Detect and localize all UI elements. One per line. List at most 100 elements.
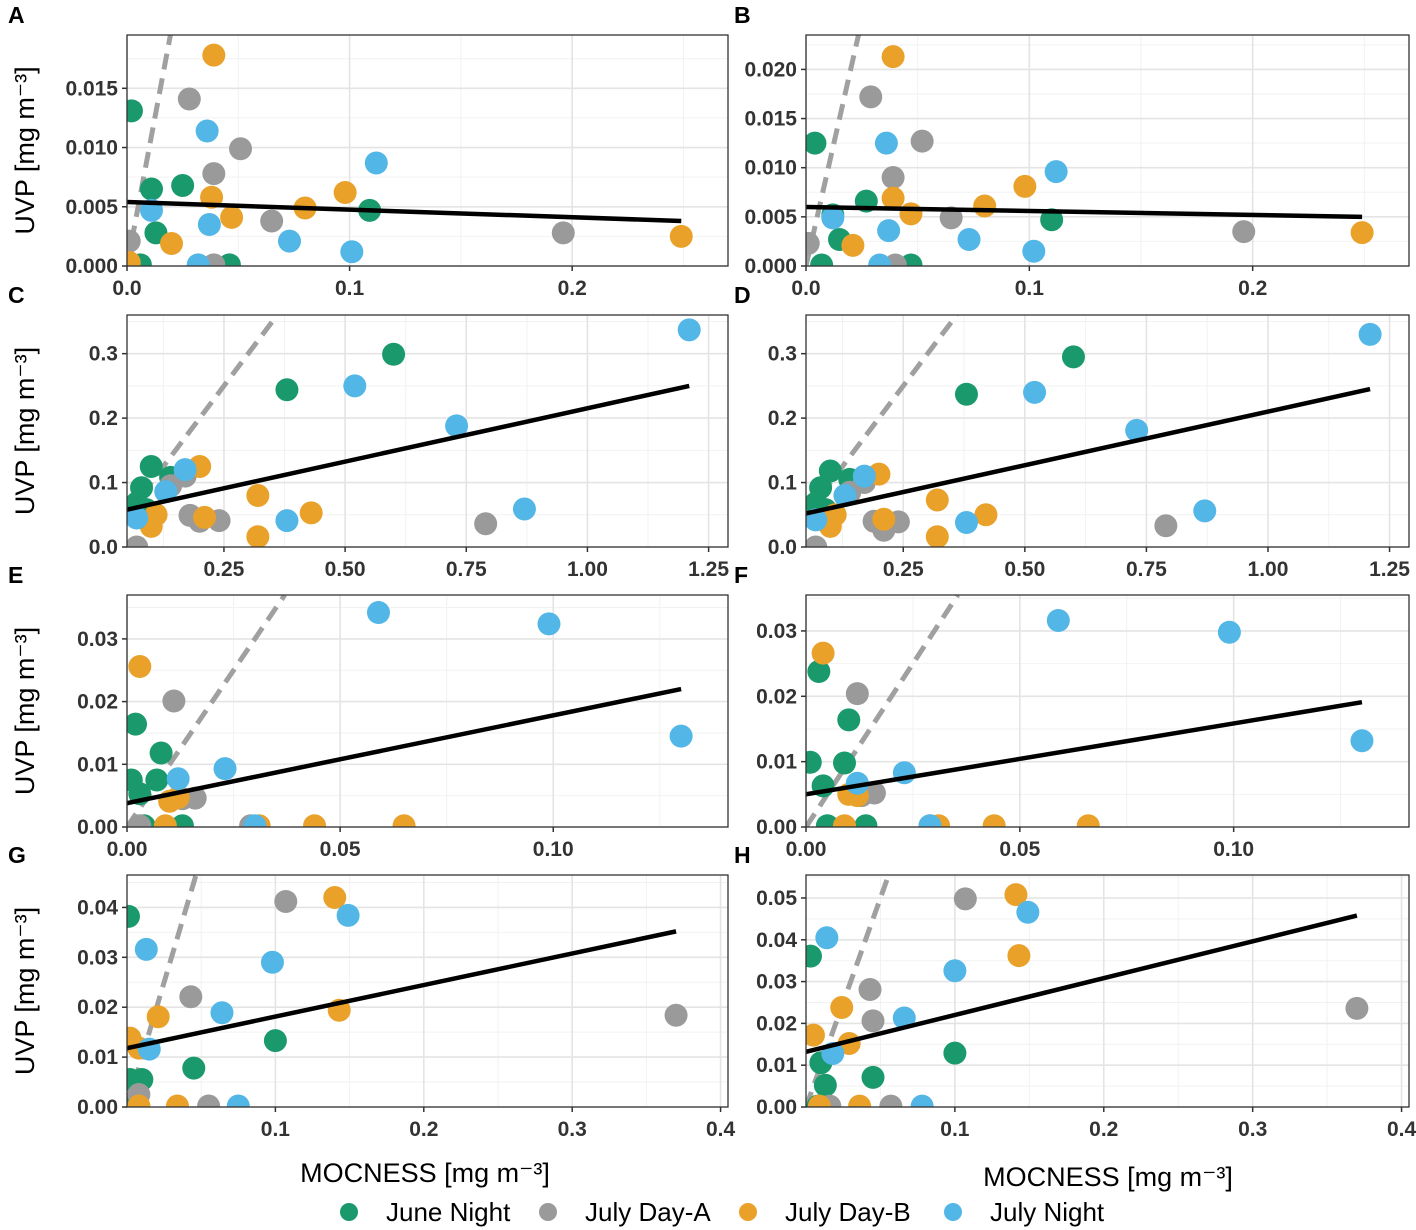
panel-letter-e: E [8,562,23,588]
point-july-day-a [858,978,882,1002]
x-tick-label-d: 0.50 [1004,558,1045,581]
series-july-night-a [139,119,388,266]
plot-border-b [805,34,1410,267]
point-july-night [821,206,845,230]
x-tick-label-d: 0.75 [1126,558,1167,581]
point-july-day-b [830,996,854,1020]
point-july-night [275,509,299,533]
point-july-night [1217,620,1241,644]
one-to-one-line-a [127,35,173,266]
legend-marker-june-night [340,1203,358,1221]
y-tick-label-d: 0.1 [768,472,798,495]
one-to-one-line-f [806,595,960,827]
x-tick-label-e: 0.00 [107,838,148,861]
point-june-night [275,378,299,402]
plot-border-h [805,874,1410,1108]
data-layer-f [806,595,1374,827]
point-june-night [815,814,839,827]
point-july-day-b [323,885,347,909]
x-tick-label-d: 1.00 [1248,558,1289,581]
panel-letter-g: G [8,842,26,868]
panel-letter-h: H [734,842,751,868]
x-tick-label-h: 0.1 [940,1118,970,1141]
y-tick-label-e: 0.00 [77,816,118,839]
one-to-one-line-b [806,35,861,266]
point-june-night [813,1073,837,1097]
data-layer-g [127,875,688,1107]
y-tick-label-c: 0.3 [89,343,118,366]
series-july-day-a-h [818,887,1369,1107]
fit-line-d [806,386,1371,516]
x-tick-label-f: 0.00 [786,838,827,861]
point-july-day-b [127,250,141,266]
y-tick-label-b: 0.005 [744,206,797,229]
one-to-one-line-h [806,875,891,1107]
point-july-night [260,950,284,974]
point-july-day-b [1013,174,1037,198]
series-july-day-b-f [811,641,1100,827]
legend-marker-july-night [944,1203,962,1221]
minor-grid-a [127,35,728,266]
y-tick-label-g: 0.00 [77,1096,118,1119]
point-july-night [918,814,942,827]
x-tick-label-h: 0.3 [1238,1118,1267,1141]
fit-line-b [806,204,1363,220]
point-july-day-b [1350,221,1374,245]
series-july-day-a-b [806,85,1256,266]
y-axis-title-g: UVP [mg m⁻³] [10,907,40,1075]
point-july-night [954,511,978,535]
point-july-day-b [982,814,1006,827]
panel-letter-f: F [734,562,748,588]
plot-background-b [806,35,1409,266]
y-tick-label-c: 0.1 [89,472,119,495]
point-july-day-a [202,162,226,186]
plot-border-e [126,594,729,828]
point-june-night [832,751,856,775]
plot-background-h [806,875,1409,1107]
data-layer-c [127,315,701,547]
x-tick-label-c: 0.50 [325,558,366,581]
y-tick-label-h: 0.05 [756,887,797,910]
fit-line-c [127,383,690,512]
point-july-day-a [1232,220,1256,244]
fit-line-f [806,699,1363,797]
plot-background-e [127,595,728,827]
panel-d: 0.25 0.50 0.75 1.00 1.25 0.0 0.1 0.2 0.3 D [734,282,1410,581]
data-layer-a [127,35,693,266]
y-tick-label-f: 0.01 [756,751,797,774]
y-tick-label-f: 0.02 [756,685,797,708]
panel-letter-a: A [8,2,25,28]
y-tick-label-h: 0.02 [756,1012,797,1035]
plot-border-d [805,314,1410,548]
y-tick-label-d: 0.3 [768,343,797,366]
x-tick-label-d: 0.25 [883,558,924,581]
point-july-night [134,937,158,961]
series-july-night-b [821,131,1068,266]
point-june-night [263,1029,287,1053]
series-july-night-c [127,318,701,533]
plot-border-a [126,34,729,267]
point-july-night [1193,499,1217,523]
point-june-night [127,99,143,123]
minor-grid-b [806,35,1409,266]
point-july-day-b [392,814,416,827]
point-july-day-a [229,137,253,161]
axis-ticks-g: 0.1 0.2 0.3 0.4 0.00 0.01 0.02 0.03 0.04 [77,896,735,1141]
point-july-day-b [127,1094,151,1107]
axis-ticks-d: 0.25 0.50 0.75 1.00 1.25 0.0 0.1 0.2 0.3 [768,343,1411,581]
panels-group: 0.0 0.1 0.2 0.000 0.005 0.010 0.015 A UVP [mg m⁻… [8,2,1416,1141]
fit-line-e [127,686,682,806]
point-july-night [1016,900,1040,924]
point-july-day-a [474,512,498,536]
point-july-day-b [899,202,923,226]
x-tick-label-e: 0.10 [533,838,574,861]
one-to-one-line-d [806,315,959,517]
point-july-night [957,227,981,251]
point-july-night [852,464,876,488]
series-july-night-g [134,903,360,1107]
point-july-night [213,757,237,781]
x-tick-label-f: 0.10 [1213,838,1254,861]
point-june-night [807,659,831,683]
y-tick-label-b: 0.000 [744,255,797,278]
